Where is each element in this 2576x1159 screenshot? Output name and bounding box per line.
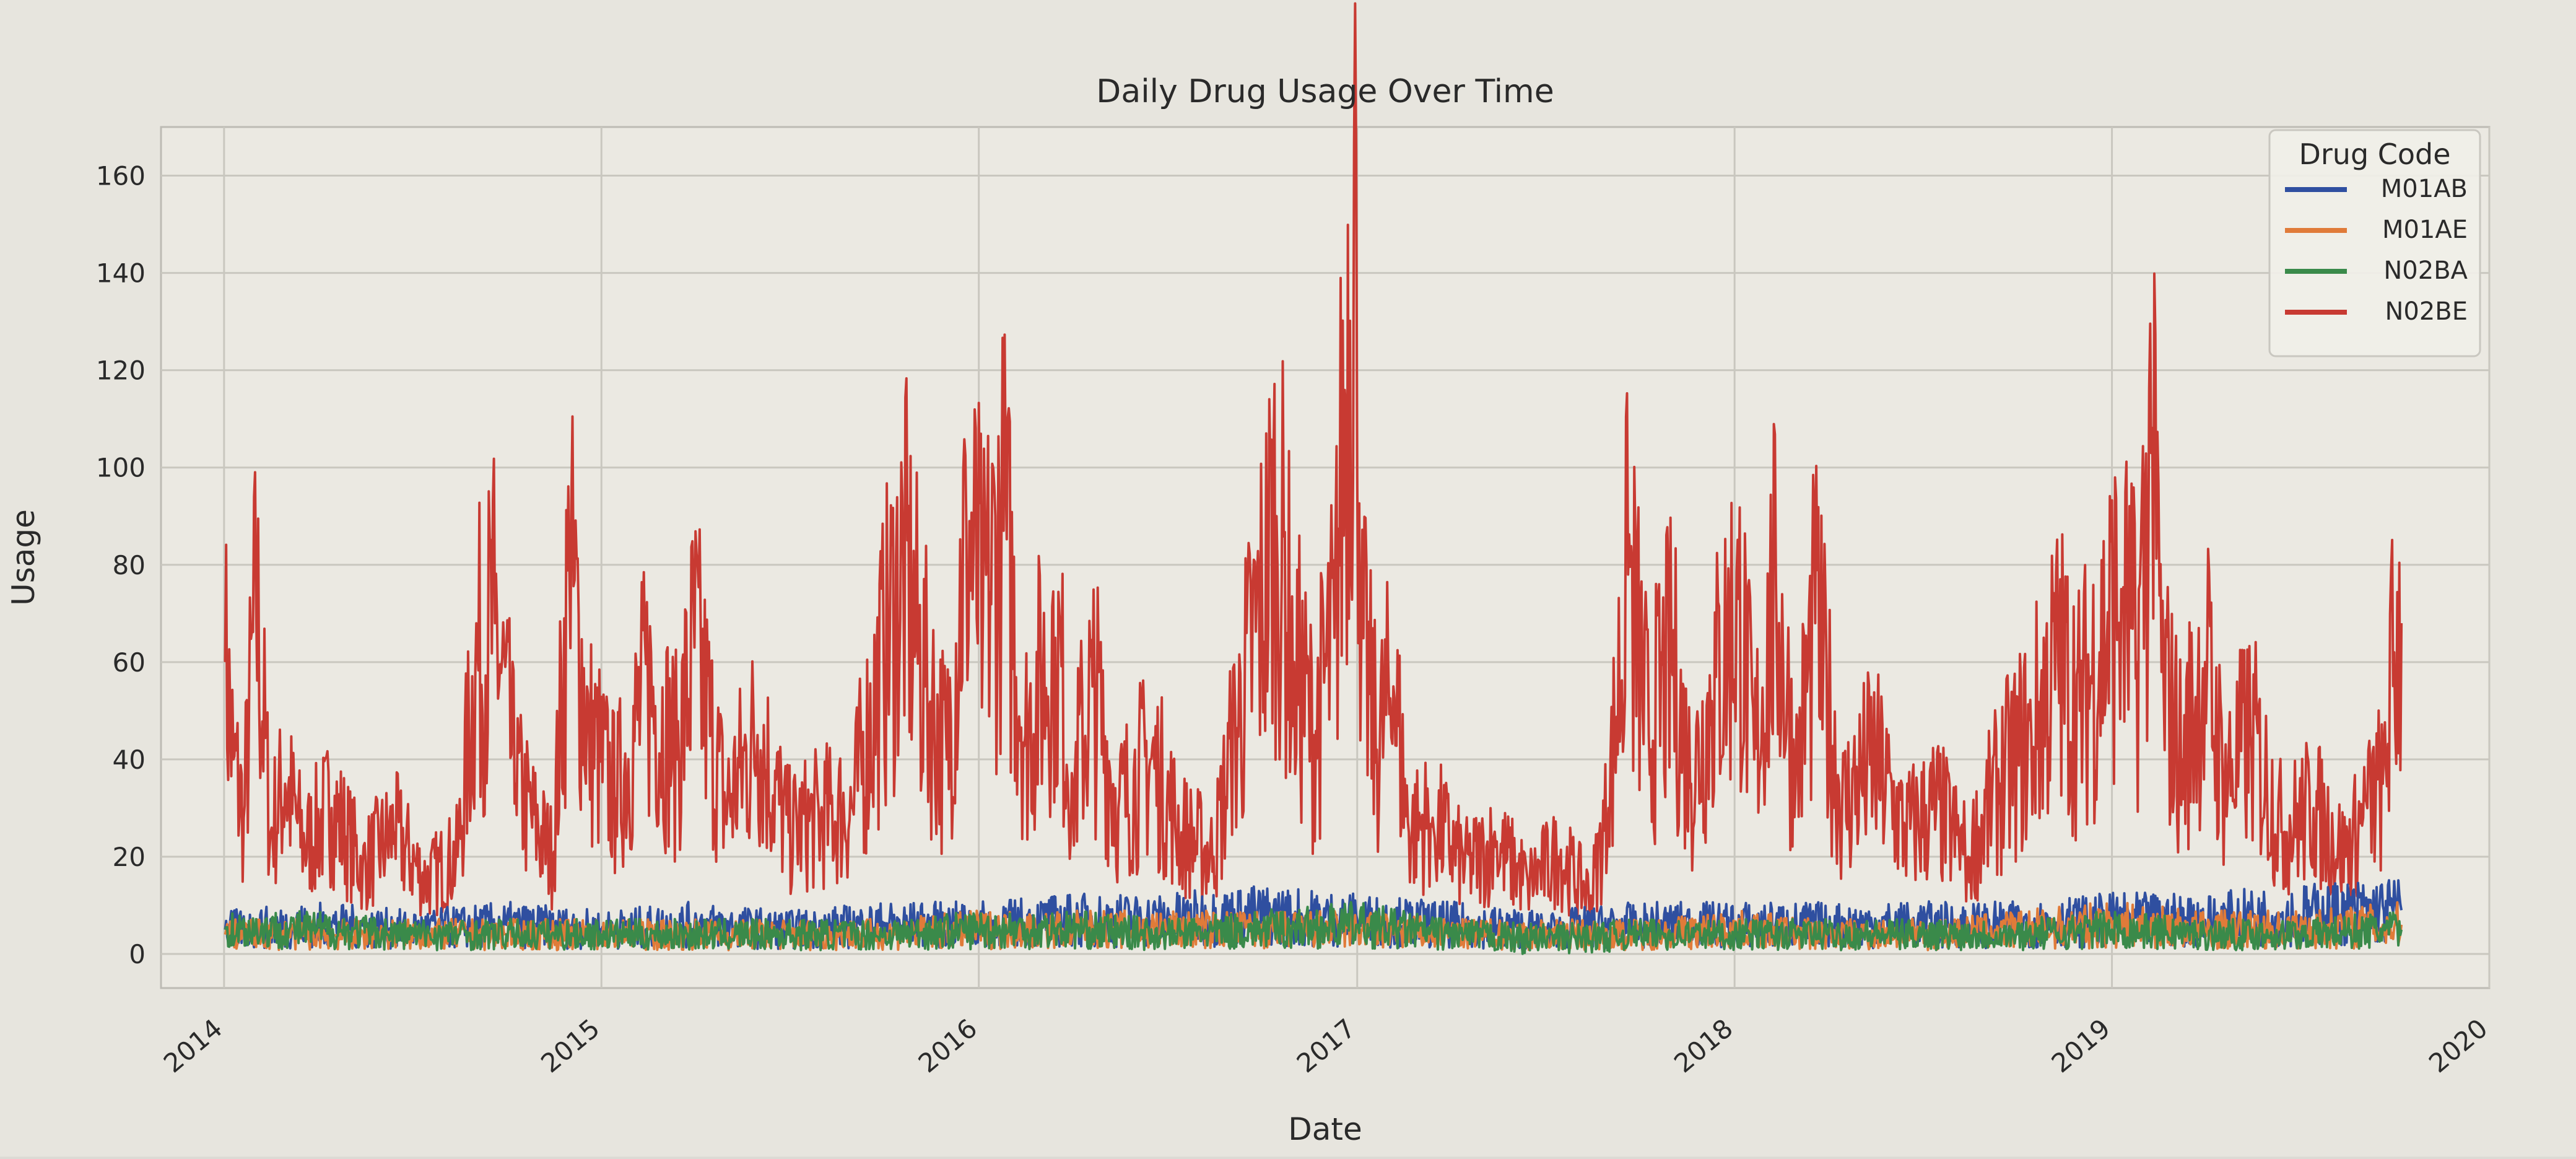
y-axis-label: Usage bbox=[6, 509, 41, 606]
y-tick-label: 140 bbox=[96, 258, 146, 289]
y-tick-label: 60 bbox=[113, 647, 146, 678]
legend-label: N02BE bbox=[2385, 297, 2468, 326]
chart-title: Daily Drug Usage Over Time bbox=[1096, 73, 1554, 110]
legend-label: N02BA bbox=[2383, 256, 2468, 285]
legend-label: M01AB bbox=[2381, 175, 2468, 203]
series-line-n02ba bbox=[224, 901, 2403, 955]
y-tick-label: 40 bbox=[113, 745, 146, 775]
series-lines bbox=[224, 2, 2403, 955]
legend: Drug Code M01AB M01AE N02BA N02BE bbox=[2268, 129, 2481, 357]
legend-title: Drug Code bbox=[2299, 138, 2450, 171]
y-tick-label: 80 bbox=[113, 550, 146, 580]
y-tick-label: 160 bbox=[96, 161, 146, 191]
legend-label: M01AE bbox=[2382, 216, 2468, 244]
y-tick-label: 100 bbox=[96, 453, 146, 483]
series-line-n02be bbox=[224, 2, 2403, 927]
y-tick-label: 0 bbox=[129, 939, 146, 969]
y-tick-label: 120 bbox=[96, 356, 146, 386]
y-tick-label: 20 bbox=[113, 842, 146, 872]
x-axis-label: Date bbox=[1288, 1111, 1362, 1147]
legend-box bbox=[2268, 129, 2481, 357]
legend-items: M01AB M01AE N02BA N02BE bbox=[2285, 175, 2468, 326]
